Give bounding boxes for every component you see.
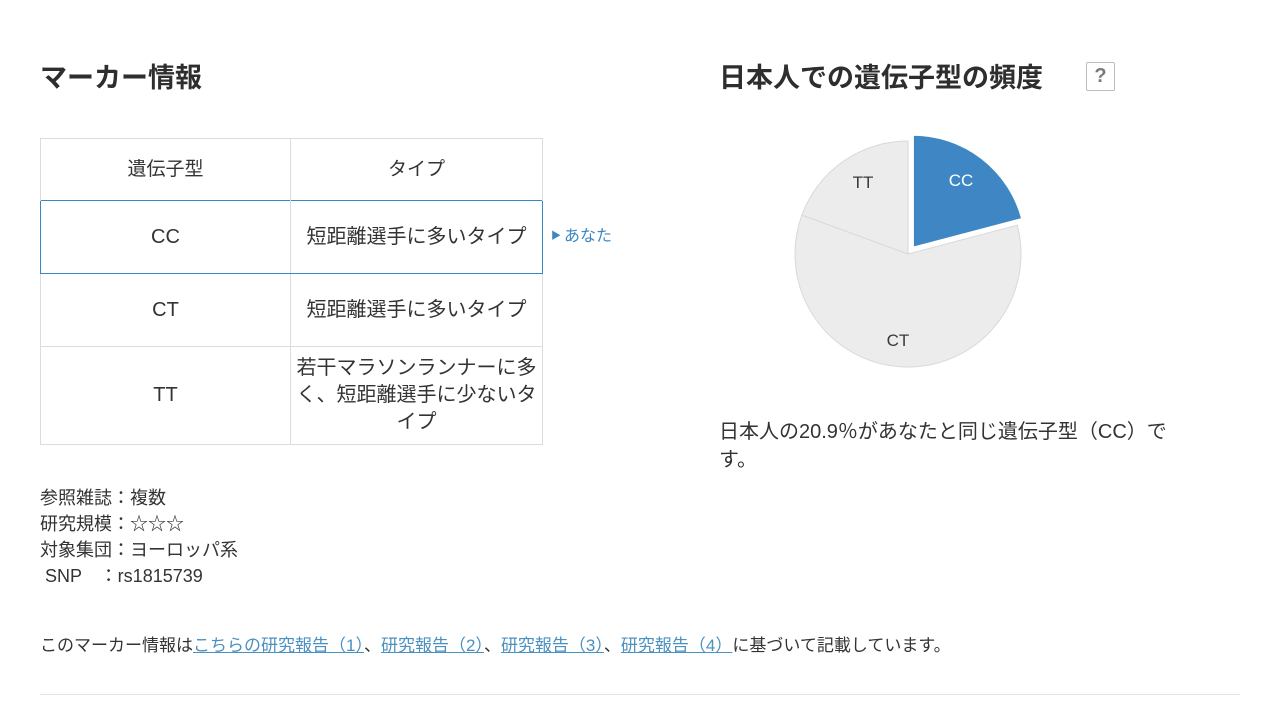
svg-text:CC: CC (949, 171, 974, 190)
svg-text:CT: CT (887, 331, 910, 350)
svg-text:TT: TT (853, 173, 874, 192)
